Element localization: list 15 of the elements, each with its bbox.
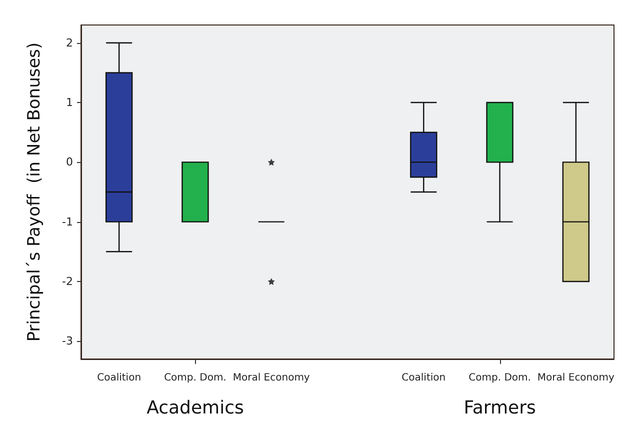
y-tick-label: -3 <box>62 334 73 348</box>
x-tick-label: Coalition <box>97 372 142 384</box>
x-tick-label: Comp. Dom. <box>468 372 531 384</box>
y-tick-label: 1 <box>66 96 73 110</box>
y-tick-label: 2 <box>66 36 73 50</box>
x-tick-label: Coalition <box>402 372 446 384</box>
y-tick-label: -1 <box>62 215 73 228</box>
text: Academics <box>146 398 244 418</box>
x-tick-label: Comp. Dom. <box>164 372 226 384</box>
y-axis-title: Principal´s Payoff (in Net Bonuses) <box>24 42 44 342</box>
text: Farmers <box>464 398 536 418</box>
y-tick-label: 0 <box>66 156 73 169</box>
y-tick-label: -2 <box>62 274 73 288</box>
x-tick-label: Moral Economy <box>537 372 615 384</box>
x-tick-label: Moral Economy <box>232 372 310 384</box>
